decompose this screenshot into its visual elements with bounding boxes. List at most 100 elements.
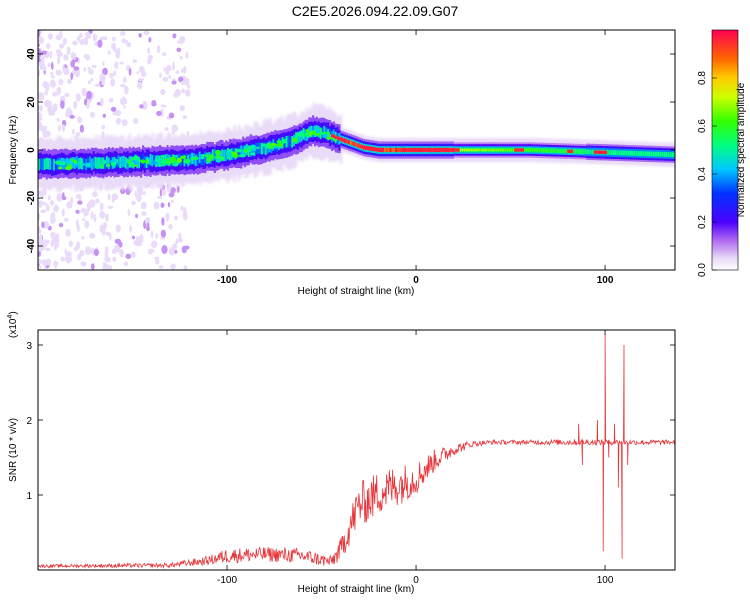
ridge-cell [639, 151, 642, 156]
core-cell [342, 138, 345, 142]
noise-blob [102, 61, 105, 66]
noise-blob [160, 88, 166, 96]
spectrogram-ytick-label-2: 0 [26, 147, 37, 153]
ridge-cell [465, 148, 468, 152]
speckle [190, 157, 197, 161]
noise-blob [171, 128, 175, 135]
noise-blob [122, 76, 127, 83]
ridge-cell [504, 148, 507, 152]
noise-blob [131, 200, 136, 206]
ridge-cell [565, 149, 568, 153]
ridge-cell [259, 142, 262, 155]
core-cell [376, 148, 379, 152]
noise-blob [159, 188, 163, 197]
snr-xlabel: Height of straight line (km) [298, 584, 415, 595]
noise-blob [139, 104, 144, 109]
noise-blob [104, 267, 108, 270]
noise-blob [141, 191, 146, 196]
noise-blob [53, 260, 59, 267]
core-cell [431, 148, 434, 152]
ridge-cell [591, 149, 594, 155]
noise-blob [113, 70, 117, 76]
ridge-cell [620, 150, 623, 156]
speckle [215, 149, 222, 155]
noise-blob [148, 36, 152, 43]
speckle [137, 159, 142, 162]
core-cell [455, 148, 458, 152]
ridge-cell [631, 150, 634, 156]
noise-blob [147, 249, 153, 255]
noise-blob [178, 76, 184, 83]
core-cell [569, 149, 572, 153]
core-cell [419, 148, 422, 152]
ridge-cell [525, 148, 528, 152]
ridge-cell [185, 153, 188, 165]
ridge-cell [323, 125, 326, 138]
core-cell [452, 148, 455, 152]
spectrogram-ylabel: Frequency (Hz) [8, 116, 19, 185]
ridge-cell [589, 149, 592, 155]
core-cell [425, 148, 428, 152]
noise-blob [52, 91, 58, 97]
ridge-cell [225, 149, 228, 161]
noise-blob [165, 212, 170, 222]
noise-blob [156, 257, 159, 262]
noise-blob [185, 51, 189, 59]
ridge-cell [107, 157, 110, 169]
noise-blob [88, 69, 94, 75]
snr-frame [37, 329, 676, 571]
spectrogram-speckles [55, 127, 339, 171]
ridge-cell [469, 148, 472, 152]
ridge-cell [559, 149, 562, 153]
core-cell [423, 148, 426, 152]
speckle [145, 159, 149, 165]
core-cell [603, 150, 606, 155]
core-cell [444, 148, 447, 152]
core-cell [434, 148, 437, 152]
noise-blob [160, 104, 167, 108]
speckle [270, 143, 277, 146]
speckle [66, 160, 74, 165]
spectrogram-xtick-label-0: -100 [217, 275, 237, 286]
ridge-cell [291, 136, 294, 148]
ridge-cell [506, 148, 509, 152]
noise-blob [42, 129, 48, 139]
snr-multiplier-base: (x10 [8, 318, 19, 338]
ridge-cell [495, 148, 498, 152]
noise-blob [65, 228, 71, 237]
ridge-cell [614, 150, 617, 156]
ridge-cell [671, 152, 674, 158]
ridge-cell [202, 153, 205, 166]
noise-blob [119, 248, 124, 258]
ridge-cell [654, 151, 657, 157]
speckle [235, 148, 242, 153]
ridge-cell [393, 147, 396, 153]
ridge-cell [531, 148, 534, 152]
ridge-cell [572, 150, 575, 153]
core-cell [331, 133, 334, 138]
noise-blob [120, 31, 126, 36]
noise-blob [79, 124, 84, 133]
ridge-cell [287, 135, 290, 148]
ridge-cell [383, 147, 386, 153]
noise-blob [153, 201, 160, 210]
noise-blob [129, 224, 133, 233]
speckle [326, 136, 333, 140]
noise-blob [131, 235, 136, 240]
core-cell [416, 148, 419, 152]
noise-blob [111, 197, 115, 203]
core-cell [340, 137, 343, 142]
ridge-cell [264, 143, 267, 155]
noise-blob [38, 228, 42, 234]
ridge-cell [586, 149, 589, 155]
noise-blob [79, 32, 83, 39]
ridge-cell [160, 154, 163, 167]
core-cell [402, 148, 405, 152]
speckle [60, 165, 66, 169]
ridge-cell [533, 148, 536, 152]
ridge-cell [510, 148, 513, 152]
noise-blob [158, 265, 164, 269]
noise-blob [54, 242, 60, 248]
noise-blob [136, 71, 140, 75]
noise-blob [105, 231, 111, 237]
